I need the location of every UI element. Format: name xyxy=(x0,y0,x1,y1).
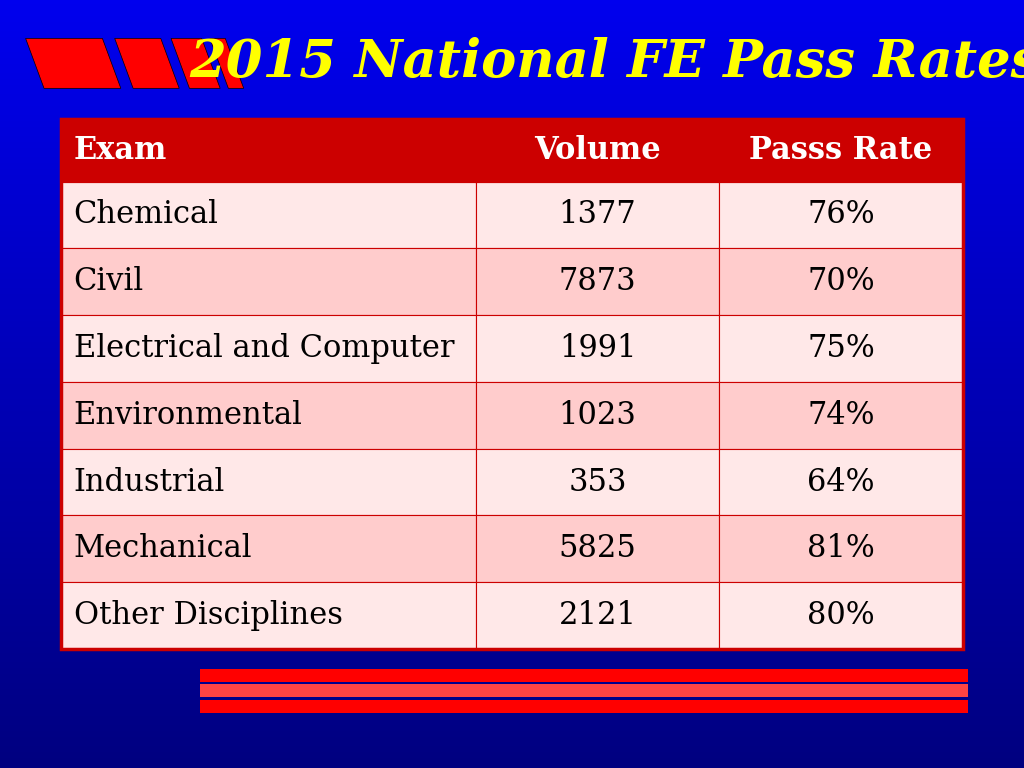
FancyBboxPatch shape xyxy=(476,181,719,248)
FancyBboxPatch shape xyxy=(476,449,719,515)
Text: Passs Rate: Passs Rate xyxy=(750,135,933,166)
FancyBboxPatch shape xyxy=(61,119,476,181)
FancyBboxPatch shape xyxy=(719,119,963,181)
Text: 353: 353 xyxy=(568,466,627,498)
Text: Mechanical: Mechanical xyxy=(74,533,252,564)
Text: 74%: 74% xyxy=(807,400,874,431)
Text: 75%: 75% xyxy=(807,333,874,364)
Text: Civil: Civil xyxy=(74,266,143,297)
Text: 80%: 80% xyxy=(807,600,874,631)
Text: 5825: 5825 xyxy=(559,533,637,564)
FancyBboxPatch shape xyxy=(476,315,719,382)
FancyBboxPatch shape xyxy=(476,248,719,315)
FancyBboxPatch shape xyxy=(719,248,963,315)
Text: 2121: 2121 xyxy=(559,600,637,631)
FancyBboxPatch shape xyxy=(719,582,963,649)
Text: Industrial: Industrial xyxy=(74,466,225,498)
FancyBboxPatch shape xyxy=(61,181,476,248)
FancyBboxPatch shape xyxy=(61,315,476,382)
FancyBboxPatch shape xyxy=(61,382,476,449)
Text: Exam: Exam xyxy=(74,135,167,166)
Text: Environmental: Environmental xyxy=(74,400,303,431)
FancyBboxPatch shape xyxy=(719,515,963,582)
Text: 7873: 7873 xyxy=(559,266,637,297)
Polygon shape xyxy=(115,38,179,88)
FancyBboxPatch shape xyxy=(200,669,968,682)
Text: 1023: 1023 xyxy=(559,400,637,431)
FancyBboxPatch shape xyxy=(476,119,719,181)
FancyBboxPatch shape xyxy=(719,181,963,248)
Text: 1991: 1991 xyxy=(559,333,636,364)
Text: 76%: 76% xyxy=(807,200,874,230)
FancyBboxPatch shape xyxy=(61,515,476,582)
Text: 64%: 64% xyxy=(807,466,874,498)
FancyBboxPatch shape xyxy=(200,700,968,713)
FancyBboxPatch shape xyxy=(476,582,719,649)
Text: 70%: 70% xyxy=(807,266,874,297)
FancyBboxPatch shape xyxy=(476,382,719,449)
FancyBboxPatch shape xyxy=(719,315,963,382)
Text: Other Disciplines: Other Disciplines xyxy=(74,600,343,631)
Text: 1377: 1377 xyxy=(559,200,637,230)
FancyBboxPatch shape xyxy=(719,449,963,515)
FancyBboxPatch shape xyxy=(200,684,968,697)
FancyBboxPatch shape xyxy=(476,515,719,582)
Text: 2015 National FE Pass Rates: 2015 National FE Pass Rates xyxy=(189,38,1024,88)
FancyBboxPatch shape xyxy=(61,248,476,315)
Polygon shape xyxy=(171,38,220,88)
Text: Volume: Volume xyxy=(535,135,660,166)
FancyBboxPatch shape xyxy=(61,449,476,515)
Text: 81%: 81% xyxy=(807,533,874,564)
FancyBboxPatch shape xyxy=(61,582,476,649)
Text: Electrical and Computer: Electrical and Computer xyxy=(74,333,455,364)
Polygon shape xyxy=(210,38,244,88)
Polygon shape xyxy=(26,38,121,88)
Text: Chemical: Chemical xyxy=(74,200,218,230)
FancyBboxPatch shape xyxy=(719,382,963,449)
